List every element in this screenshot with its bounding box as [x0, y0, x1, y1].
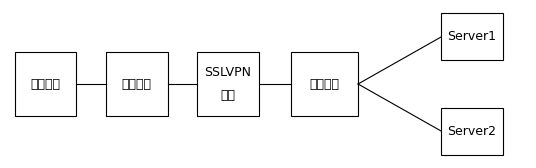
Text: SSLVPN: SSLVPN [204, 66, 251, 79]
Text: 外部网络: 外部网络 [122, 77, 152, 91]
Bar [441, 13, 503, 60]
Text: Server1: Server1 [447, 30, 496, 44]
Bar [106, 52, 167, 116]
Text: 内部网络: 内部网络 [309, 77, 339, 91]
Bar [197, 52, 258, 116]
Text: Server2: Server2 [447, 124, 496, 138]
Bar [15, 52, 77, 116]
Bar [291, 52, 358, 116]
Bar [441, 108, 503, 155]
Text: 网关: 网关 [220, 89, 235, 102]
Text: 用户终端: 用户终端 [31, 77, 61, 91]
